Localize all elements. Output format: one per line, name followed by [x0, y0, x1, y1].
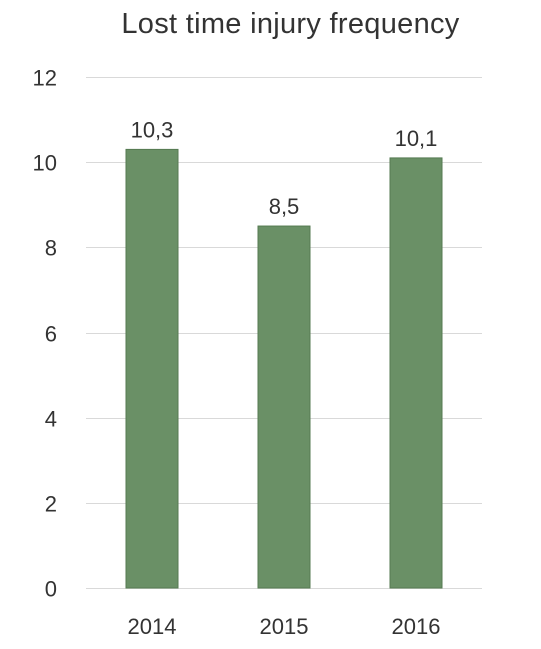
bar-2015	[257, 225, 311, 589]
y-axis-ticks: 0 2 4 6 8 10 12	[33, 66, 57, 602]
y-tick-label: 10	[33, 151, 57, 176]
data-label: 8,5	[269, 194, 300, 219]
bars	[125, 148, 443, 589]
y-tick-label: 4	[45, 407, 57, 432]
data-labels: 10,3 8,5 10,1	[131, 117, 438, 219]
y-tick-label: 2	[45, 492, 57, 517]
chart-title: Lost time injury frequency	[121, 8, 460, 40]
data-label: 10,3	[131, 117, 174, 142]
bar-2014	[125, 148, 179, 589]
y-tick-label: 6	[45, 322, 57, 347]
x-tick-label: 2014	[128, 614, 177, 639]
y-tick-label: 8	[45, 236, 57, 261]
x-tick-label: 2016	[392, 614, 441, 639]
y-tick-label: 0	[45, 577, 57, 602]
bar-2016	[389, 157, 443, 589]
x-axis-ticks: 2014 2015 2016	[128, 614, 441, 639]
x-tick-label: 2015	[260, 614, 309, 639]
y-tick-label: 12	[33, 66, 57, 91]
data-label: 10,1	[395, 126, 438, 151]
